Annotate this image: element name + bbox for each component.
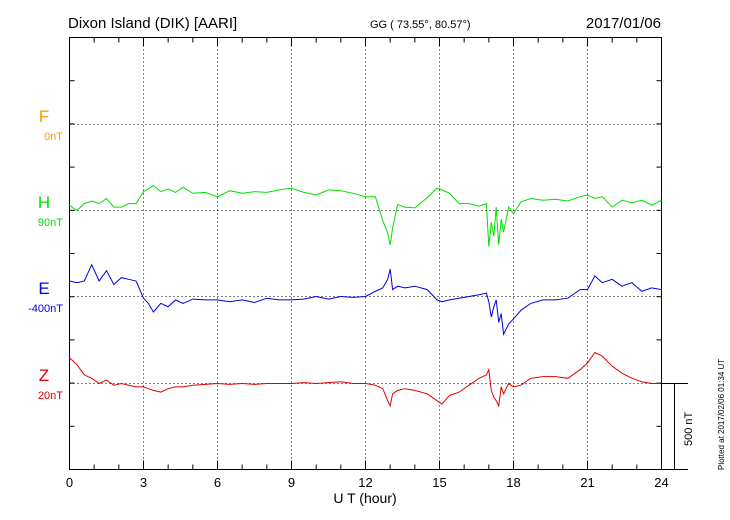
series-baseline-Z: 20nT <box>38 390 63 402</box>
series-label-F: F <box>39 107 49 126</box>
chart-date: 2017/01/06 <box>586 15 661 32</box>
x-tick-label-9: 9 <box>288 475 295 490</box>
series-lines <box>69 184 662 408</box>
x-tick-label-21: 21 <box>580 475 594 490</box>
x-tick-label-12: 12 <box>358 475 372 490</box>
station-title: Dixon Island (DIK) [AARI] <box>68 15 237 32</box>
series-label-E: E <box>38 279 49 298</box>
x-axis-label: U T (hour) <box>333 490 396 506</box>
series-line-H <box>69 184 662 247</box>
series-baseline-F: 0nT <box>44 131 63 143</box>
x-tick-label-6: 6 <box>214 475 221 490</box>
series-line-Z <box>69 351 662 408</box>
series-label-Z: Z <box>39 366 49 385</box>
scale-bar: 500 nT <box>661 383 695 470</box>
station-coords: GG ( 73.55°, 80.57°) <box>370 19 471 31</box>
x-tick-label-18: 18 <box>506 475 520 490</box>
series-label-H: H <box>38 193 50 212</box>
series-baseline-H: 90nT <box>38 217 63 229</box>
x-tick-label-3: 3 <box>140 475 147 490</box>
series-baseline-E: -400nT <box>28 303 63 315</box>
scale-bar-label: 500 nT <box>683 411 695 446</box>
series-line-E <box>69 263 662 337</box>
series-labels: F 0nT H 90nT E -400nT Z 20nT <box>28 107 63 402</box>
grid <box>69 37 662 470</box>
plotted-at-note: Plotted at 2017/02/06 01:34 UT <box>717 359 726 470</box>
x-tick-label-15: 15 <box>432 475 446 490</box>
x-ticks: 0 3 6 9 12 15 18 21 24 <box>66 37 669 490</box>
x-tick-label-24: 24 <box>654 475 668 490</box>
x-tick-label-0: 0 <box>66 475 73 490</box>
